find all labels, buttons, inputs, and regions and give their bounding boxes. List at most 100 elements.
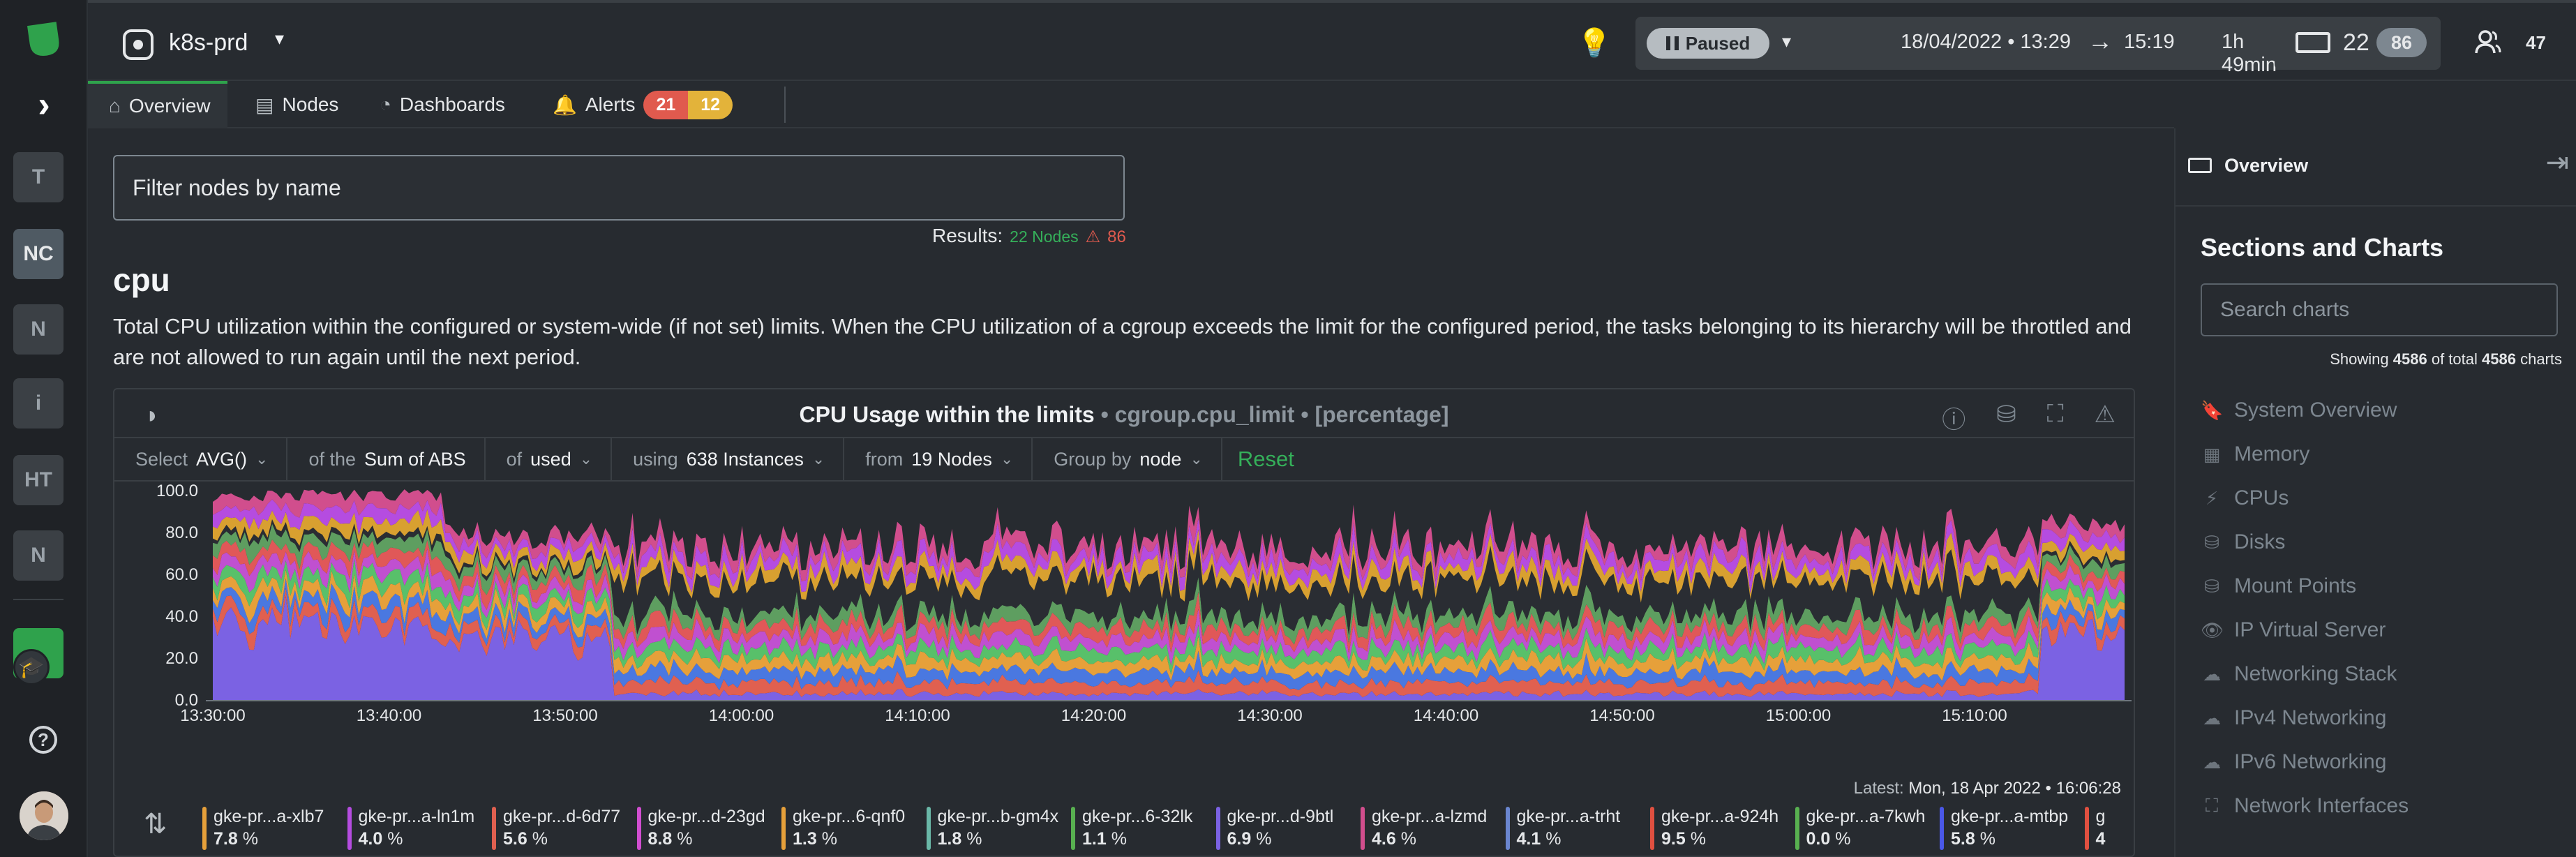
room-name[interactable]: k8s-prd — [169, 29, 248, 56]
space-button-n[interactable]: N — [13, 304, 63, 355]
section-nav-label: IPv4 Networking — [2234, 706, 2387, 729]
space-button-ht[interactable]: HT — [13, 455, 63, 505]
reset-button[interactable]: Reset — [1237, 447, 1294, 471]
legend-item[interactable]: gke-pr...d-6d77 5.6 % — [492, 807, 631, 851]
alert-config-icon[interactable]: ⚠ — [2094, 401, 2116, 428]
room-icon — [123, 29, 153, 60]
space-button-n2[interactable]: N — [13, 530, 63, 581]
legend-name: gke-pr...6-32lk — [1082, 807, 1193, 826]
expand-sidebar-icon[interactable]: › — [38, 84, 50, 125]
instances-select[interactable]: using 638 Instances ⌄ — [612, 437, 845, 482]
space-button-t[interactable]: T — [13, 152, 63, 202]
legend-color-swatch — [1940, 807, 1944, 850]
section-nav-item[interactable]: ⛁ Mount Points — [2201, 572, 2356, 600]
legend-item[interactable]: gke-pr...a-lzmd 4.6 % — [1361, 807, 1500, 851]
section-nav-item[interactable]: ☁ IPv6 Networking — [2201, 748, 2386, 776]
legend-item[interactable]: gke-pr...a-ln1m 4.0 % — [347, 807, 487, 851]
legend-item[interactable]: gke-pr...a-mtbp 5.8 % — [1940, 807, 2079, 851]
tab-alerts[interactable]: 🔔 Alerts 21 12 — [553, 81, 733, 128]
chevron-down-icon[interactable]: ▾ — [275, 28, 285, 49]
chart-series-area — [213, 499, 2125, 594]
legend-item[interactable]: gke-pr...a-7kwh 0.0 % — [1795, 807, 1935, 851]
end-time: 15:19 — [2124, 31, 2175, 53]
tab-overview-label: Overview — [128, 95, 211, 117]
section-nav-item[interactable]: ☁ Networking Stack — [2201, 660, 2397, 688]
help-icon[interactable]: ? — [29, 726, 57, 754]
of-the-label: of the — [308, 448, 357, 470]
section-nav-item[interactable]: ⛶ Network Interfaces — [2201, 792, 2409, 820]
legend-value: 7.8 % — [214, 829, 258, 849]
search-charts-input[interactable]: Search charts — [2201, 283, 2558, 336]
chart-logo-icon: ◗ — [145, 402, 160, 428]
tab-overview[interactable]: ⌂ Overview — [88, 81, 227, 128]
section-nav-item[interactable]: ⛁ Disks — [2201, 528, 2285, 556]
graduation-cap-icon[interactable]: 🎓 — [13, 649, 50, 685]
section-nav-label: CPUs — [2234, 486, 2289, 509]
legend-color-swatch — [1361, 807, 1365, 850]
chart-series-area — [213, 549, 2125, 666]
legend-name: gke-pr...a-trht — [1516, 807, 1621, 826]
right-panel-tab-label[interactable]: Overview — [2224, 155, 2309, 176]
legend-name: gke-pr...a-xlb7 — [214, 807, 324, 826]
tab-dashboards[interactable]: ◔ Dashboards — [380, 81, 505, 128]
legend-item[interactable]: gke-pr...a-924h 9.5 % — [1650, 807, 1790, 851]
legend-item[interactable]: gke-pr...d-23gd 8.8 % — [636, 807, 777, 851]
filter-nodes-input[interactable]: Filter nodes by name — [113, 155, 1125, 221]
legend-color-swatch — [1795, 807, 1799, 850]
pause-toggle-button[interactable]: Paused — [1647, 28, 1769, 59]
legend-item[interactable]: gke-pr...6-qnf0 1.3 % — [781, 807, 921, 851]
section-nav-item[interactable]: ☁ IPv4 Networking — [2201, 704, 2386, 732]
chart-series-area — [213, 489, 2125, 582]
chart-plot-area[interactable]: 100.0 80.0 60.0 40.0 20.0 0.0 13:30:00 13:40:0… — [114, 482, 2134, 776]
of-the-select[interactable]: of the Sum of ABS — [287, 437, 486, 482]
date-range-picker[interactable]: Paused ▾ 18/04/2022 • 13:29 → 15:19 1h 4… — [1635, 17, 2296, 76]
space-button-i[interactable]: i — [13, 378, 63, 428]
results-nodes[interactable]: 22 Nodes — [1010, 228, 1079, 246]
nodes-select[interactable]: from 19 Nodes ⌄ — [844, 437, 1033, 482]
legend-value: 4 — [2095, 829, 2106, 849]
dashboard-add-icon[interactable]: ⛁ — [1996, 401, 2016, 428]
group-by-select[interactable]: Group by node ⌄ — [1033, 437, 1222, 482]
section-nav-item[interactable]: 🔖 System Overview — [2201, 396, 2397, 424]
results-warnings[interactable]: 86 — [1107, 228, 1126, 246]
legend-item[interactable]: gke-pr...a-trht 4.1 % — [1505, 807, 1645, 851]
legend-item[interactable]: gke-pr...d-9btl 6.9 % — [1215, 807, 1356, 851]
nodes-badge: 86 — [2376, 28, 2427, 57]
lightbulb-icon[interactable]: 💡 — [1577, 28, 1612, 59]
legend-item[interactable]: gke-pr...b-gm4x 1.8 % — [926, 807, 1066, 851]
section-nav-item[interactable]: 👁 IP Virtual Server — [2201, 616, 2386, 644]
legend-item[interactable]: gke-pr...a-xlb7 7.8 % — [202, 807, 342, 851]
dimension-select[interactable]: of used ⌄ — [486, 437, 613, 482]
tab-nodes-label: Nodes — [282, 94, 339, 115]
space-button-nc[interactable]: NC — [13, 229, 63, 279]
y-tick-label: 0.0 — [174, 691, 198, 710]
tab-nodes[interactable]: ▤ Nodes — [255, 81, 338, 128]
chevron-down-icon[interactable]: ▾ — [1782, 31, 1792, 52]
legend-name: gke-pr...d-23gd — [647, 807, 765, 826]
nodes-status-button[interactable]: 22 86 — [2275, 17, 2441, 70]
legend-name: gke-pr...a-mtbp — [1951, 807, 2069, 826]
tab-dashboards-label: Dashboards — [399, 94, 505, 115]
legend-value: 5.6 % — [503, 829, 548, 849]
sort-icon[interactable]: ⇅ — [144, 809, 167, 840]
legend-value: 1.8 % — [937, 829, 982, 849]
netdata-logo-icon[interactable] — [27, 21, 61, 59]
legend-name: gke-pr...b-gm4x — [937, 807, 1059, 826]
tab-divider — [784, 87, 786, 123]
bookmark-icon: 🔖 — [2201, 399, 2224, 421]
legend-item[interactable]: gke-pr...6-32lk 1.1 % — [1071, 807, 1211, 851]
info-icon[interactable]: ⓘ — [1942, 407, 1966, 433]
results-label: Results: — [932, 225, 1003, 246]
charts-count-text: Showing 4586 of total 4586 charts — [2330, 350, 2562, 368]
aggregation-select[interactable]: Select AVG() ⌄ — [114, 437, 288, 482]
collapse-panel-icon[interactable]: ⇥ — [2545, 147, 2569, 178]
avatar[interactable] — [20, 791, 68, 840]
fullscreen-icon[interactable]: ⛶ — [2046, 401, 2064, 427]
users-icon[interactable] — [2474, 28, 2502, 63]
section-nav-item[interactable]: ⚡ CPUs — [2201, 484, 2289, 512]
sidebar-divider — [13, 599, 63, 600]
section-nav-item[interactable]: ▦ Memory — [2201, 440, 2310, 468]
x-tick-label: 13:30:00 — [180, 706, 246, 725]
chart-svg[interactable] — [206, 487, 2132, 727]
